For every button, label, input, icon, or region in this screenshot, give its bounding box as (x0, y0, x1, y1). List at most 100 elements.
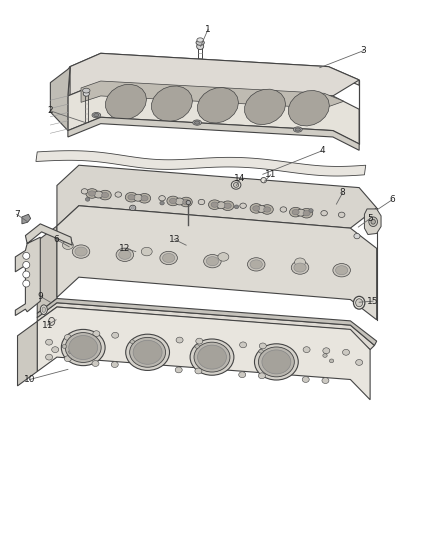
Ellipse shape (112, 333, 119, 338)
Ellipse shape (75, 247, 87, 256)
Polygon shape (15, 224, 72, 316)
Ellipse shape (291, 261, 309, 274)
Ellipse shape (196, 338, 203, 344)
Ellipse shape (250, 204, 262, 213)
Ellipse shape (133, 340, 162, 365)
Ellipse shape (353, 296, 365, 309)
Ellipse shape (52, 346, 59, 353)
Ellipse shape (258, 373, 265, 378)
Ellipse shape (231, 181, 241, 189)
Ellipse shape (295, 128, 300, 131)
Ellipse shape (253, 206, 260, 211)
Ellipse shape (292, 209, 299, 215)
Ellipse shape (323, 354, 327, 357)
Ellipse shape (303, 211, 310, 216)
Ellipse shape (72, 245, 90, 258)
Polygon shape (36, 151, 366, 176)
Text: 3: 3 (360, 46, 367, 55)
Ellipse shape (297, 209, 305, 216)
Ellipse shape (102, 192, 109, 198)
Ellipse shape (49, 317, 55, 325)
Polygon shape (70, 53, 359, 85)
Ellipse shape (254, 344, 298, 380)
Ellipse shape (138, 193, 151, 203)
Ellipse shape (257, 206, 266, 213)
Ellipse shape (42, 307, 46, 312)
Ellipse shape (175, 367, 182, 373)
Ellipse shape (265, 355, 270, 358)
Ellipse shape (343, 350, 350, 355)
Ellipse shape (69, 336, 98, 360)
Text: 8: 8 (339, 189, 346, 197)
Polygon shape (81, 81, 344, 108)
Text: 15: 15 (367, 297, 379, 305)
Polygon shape (57, 165, 377, 228)
Ellipse shape (119, 250, 131, 260)
Ellipse shape (332, 220, 340, 224)
Ellipse shape (46, 340, 53, 345)
Text: 12: 12 (119, 244, 131, 253)
Polygon shape (50, 67, 70, 131)
Ellipse shape (64, 335, 71, 341)
Ellipse shape (259, 343, 266, 349)
Ellipse shape (338, 212, 345, 217)
Ellipse shape (247, 257, 265, 271)
Polygon shape (106, 84, 146, 120)
Ellipse shape (302, 376, 309, 383)
Polygon shape (37, 226, 57, 313)
Text: 13: 13 (169, 235, 180, 244)
Ellipse shape (208, 200, 221, 209)
Ellipse shape (294, 258, 306, 266)
Ellipse shape (170, 198, 177, 204)
Ellipse shape (83, 92, 89, 96)
Text: 10: 10 (24, 375, 35, 384)
Ellipse shape (300, 208, 313, 218)
Ellipse shape (23, 280, 30, 287)
Ellipse shape (217, 201, 226, 208)
Ellipse shape (258, 347, 294, 377)
Ellipse shape (130, 340, 134, 344)
Text: 6: 6 (53, 235, 59, 244)
Polygon shape (68, 53, 359, 96)
Ellipse shape (99, 190, 111, 200)
Ellipse shape (261, 177, 266, 183)
Text: 6: 6 (389, 196, 395, 204)
Ellipse shape (309, 209, 313, 213)
Ellipse shape (369, 217, 378, 227)
Ellipse shape (180, 197, 192, 207)
Ellipse shape (198, 345, 226, 369)
Ellipse shape (195, 345, 199, 349)
Text: 9: 9 (37, 292, 43, 301)
Ellipse shape (280, 207, 287, 212)
Ellipse shape (64, 356, 71, 361)
Ellipse shape (160, 201, 164, 205)
Text: 5: 5 (367, 214, 373, 223)
Ellipse shape (40, 305, 47, 314)
Ellipse shape (93, 330, 100, 337)
Ellipse shape (23, 262, 30, 269)
Ellipse shape (261, 205, 273, 214)
Polygon shape (22, 214, 31, 224)
Ellipse shape (23, 271, 30, 278)
Ellipse shape (264, 207, 271, 212)
Text: 2: 2 (48, 107, 53, 115)
Ellipse shape (290, 207, 302, 217)
Ellipse shape (323, 348, 330, 354)
Ellipse shape (92, 112, 101, 118)
Ellipse shape (62, 241, 73, 249)
Ellipse shape (62, 345, 67, 349)
Ellipse shape (186, 200, 191, 205)
Ellipse shape (333, 263, 350, 277)
Text: 14: 14 (234, 174, 246, 183)
Ellipse shape (356, 359, 363, 366)
Text: 11: 11 (265, 171, 276, 179)
Text: 4: 4 (319, 147, 325, 155)
Ellipse shape (162, 253, 175, 263)
Polygon shape (245, 89, 286, 125)
Ellipse shape (23, 253, 30, 259)
Ellipse shape (65, 333, 101, 362)
Ellipse shape (61, 329, 105, 366)
Polygon shape (18, 321, 37, 386)
Polygon shape (198, 87, 239, 123)
Ellipse shape (250, 260, 262, 269)
